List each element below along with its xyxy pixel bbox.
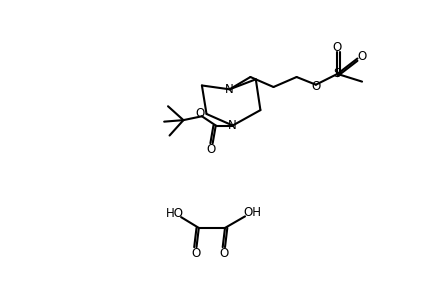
Text: O: O [196, 107, 205, 120]
Text: OH: OH [244, 206, 262, 219]
Text: O: O [311, 80, 321, 93]
Text: O: O [206, 143, 216, 156]
Text: O: O [333, 41, 342, 54]
Text: O: O [220, 247, 229, 260]
Text: N: N [229, 119, 237, 132]
Text: O: O [357, 51, 367, 63]
Text: N: N [225, 83, 234, 96]
Text: S: S [334, 67, 341, 80]
Text: O: O [191, 247, 201, 260]
Text: HO: HO [166, 207, 184, 220]
